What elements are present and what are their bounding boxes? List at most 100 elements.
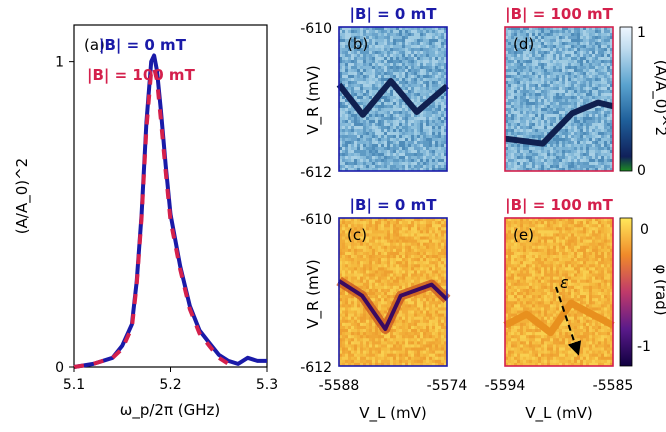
heatmap-pixel <box>604 141 608 145</box>
heatmap-pixel <box>408 332 412 336</box>
heatmap-pixel <box>369 51 373 55</box>
heatmap-pixel <box>604 36 608 40</box>
heatmap-pixel <box>565 30 569 34</box>
heatmap-pixel <box>438 39 442 43</box>
heatmap-pixel <box>375 117 379 121</box>
heatmap-pixel <box>550 87 554 91</box>
heatmap-pixel <box>387 39 391 43</box>
heatmap-pixel <box>420 344 424 348</box>
heatmap-pixel <box>571 138 575 142</box>
heatmap-pixel <box>390 288 394 293</box>
heatmap-pixel <box>405 156 409 160</box>
heatmap-pixel <box>348 87 352 91</box>
heatmap-pixel <box>417 102 421 106</box>
heatmap-pixel <box>420 72 424 76</box>
heatmap-pixel <box>559 78 563 82</box>
heatmap-pixel <box>357 57 361 61</box>
heatmap-pixel <box>375 233 379 237</box>
heatmap-pixel <box>610 162 614 166</box>
heatmap-pixel <box>532 135 536 139</box>
heatmap-pixel <box>366 267 370 271</box>
heatmap-pixel <box>342 236 346 240</box>
heatmap-pixel <box>595 75 599 79</box>
heatmap-pixel <box>423 120 427 124</box>
heatmap-pixel <box>396 75 400 79</box>
heatmap-pixel <box>396 242 400 247</box>
heatmap-pixel <box>568 159 572 163</box>
heatmap-pixel <box>568 96 572 100</box>
heatmap-pixel <box>354 258 358 262</box>
heatmap-pixel <box>414 81 418 85</box>
heatmap-pixel <box>375 338 379 342</box>
heatmap-pixel <box>348 108 352 112</box>
heatmap-pixel <box>402 258 406 262</box>
heatmap-pixel <box>423 270 427 274</box>
heatmap-pixel <box>526 102 530 106</box>
heatmap-pixel <box>402 338 406 342</box>
heatmap-pixel <box>345 233 349 237</box>
heatmap-pixel <box>339 66 343 70</box>
heatmap-pixel <box>571 117 575 121</box>
heatmap-pixel <box>342 288 346 293</box>
heatmap-pixel <box>405 45 409 49</box>
heatmap-pixel <box>390 111 394 115</box>
heatmap-pixel <box>420 332 424 336</box>
heatmap-pixel <box>532 63 536 67</box>
heatmap-pixel <box>357 168 361 172</box>
heatmap-pixel <box>562 84 566 88</box>
heatmap-pixel <box>357 310 361 314</box>
heatmap-pixel <box>426 111 430 115</box>
heatmap-pixel <box>372 126 376 130</box>
heatmap-pixel <box>553 111 557 115</box>
heatmap-pixel <box>345 108 349 112</box>
heatmap-pixel <box>345 350 349 354</box>
heatmap-pixel <box>375 168 379 172</box>
heatmap-pixel <box>411 48 415 52</box>
heatmap-pixel <box>598 147 602 151</box>
heatmap-pixel <box>420 264 424 268</box>
heatmap-pixel <box>342 135 346 139</box>
heatmap-pixel <box>444 114 448 118</box>
heatmap-pixel <box>583 162 587 166</box>
heatmap-pixel <box>369 233 373 237</box>
heatmap-pixel <box>604 159 608 163</box>
heatmap-pixel <box>393 288 397 293</box>
heatmap-pixel <box>601 129 605 133</box>
heatmap-pixel <box>396 227 400 231</box>
heatmap-pixel <box>399 307 403 311</box>
heatmap-pixel <box>544 27 548 31</box>
heatmap-pixel <box>339 69 343 73</box>
heatmap-pixel <box>535 72 539 76</box>
heatmap-pixel <box>517 33 521 37</box>
heatmap-pixel <box>547 99 551 103</box>
heatmap-pixel <box>532 156 536 160</box>
heatmap-pixel <box>529 96 533 100</box>
heatmap-pixel <box>426 105 430 109</box>
heatmap-pixel <box>381 270 385 274</box>
heatmap-pixel <box>372 63 376 67</box>
heatmap-pixel <box>435 66 439 70</box>
heatmap-pixel <box>505 69 509 73</box>
heatmap-pixel <box>429 60 433 64</box>
heatmap-pixel <box>396 224 400 228</box>
heatmap-pixel <box>390 356 394 361</box>
heatmap-pixel <box>393 30 397 34</box>
heatmap-pixel <box>517 78 521 82</box>
heatmap-pixel <box>384 282 388 287</box>
heatmap-pixel <box>441 75 445 79</box>
heatmap-pixel <box>378 123 382 127</box>
heatmap-pixel <box>517 81 521 85</box>
heatmap-pixel <box>393 251 397 256</box>
heatmap-pixel <box>562 66 566 70</box>
heatmap-pixel <box>526 72 530 76</box>
heatmap-pixel <box>580 114 584 118</box>
heatmap-pixel <box>435 51 439 55</box>
heatmap-pixel <box>390 126 394 130</box>
heatmap-pixel <box>342 72 346 76</box>
heatmap-pixel <box>369 33 373 37</box>
heatmap-pixel <box>529 114 533 118</box>
heatmap-pixel <box>384 153 388 157</box>
heatmap-pixel <box>529 156 533 160</box>
heatmap-pixel <box>414 221 418 225</box>
